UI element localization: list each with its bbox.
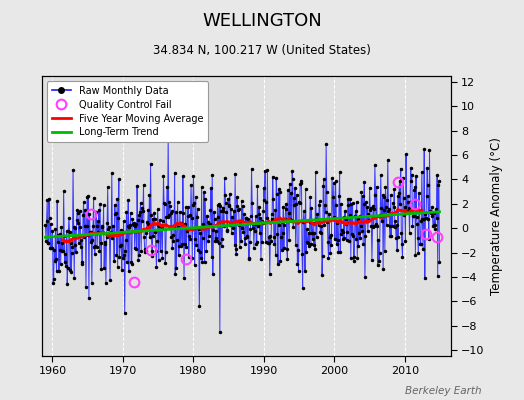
Text: Berkeley Earth: Berkeley Earth bbox=[406, 386, 482, 396]
Legend: Raw Monthly Data, Quality Control Fail, Five Year Moving Average, Long-Term Tren: Raw Monthly Data, Quality Control Fail, … bbox=[47, 81, 208, 142]
Text: WELLINGTON: WELLINGTON bbox=[202, 12, 322, 30]
Y-axis label: Temperature Anomaly (°C): Temperature Anomaly (°C) bbox=[490, 137, 503, 295]
Text: 34.834 N, 100.217 W (United States): 34.834 N, 100.217 W (United States) bbox=[153, 44, 371, 57]
